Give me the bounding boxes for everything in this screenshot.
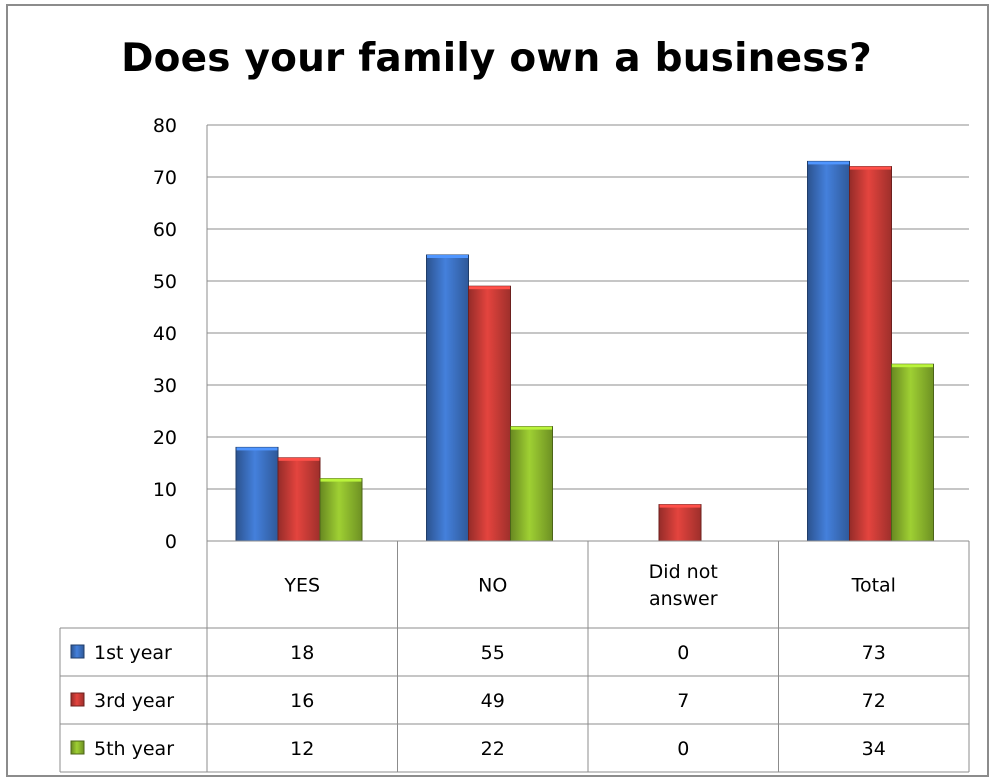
table-cell-value: 0 bbox=[677, 738, 689, 760]
y-tick-label: 0 bbox=[165, 531, 177, 553]
bar-top-highlight bbox=[808, 161, 849, 165]
bar-3rd-year bbox=[468, 285, 511, 542]
bar-top-highlight bbox=[511, 426, 552, 430]
table-cell-value: 55 bbox=[481, 642, 505, 664]
chart-title: Does your family own a business? bbox=[121, 36, 872, 81]
bar-5th-year bbox=[510, 426, 553, 542]
legend-swatch bbox=[70, 740, 85, 755]
legend-swatch bbox=[70, 644, 85, 659]
table-cell-value: 16 bbox=[290, 690, 314, 712]
y-tick-label: 70 bbox=[153, 167, 177, 189]
table-cell-value: 34 bbox=[862, 738, 886, 760]
legend-swatch bbox=[70, 692, 85, 707]
data-table: YES NO Did not answer Total 1st year 18 55 0 73 3r… bbox=[59, 540, 970, 773]
y-axis: 0 10 20 30 40 50 60 70 80 bbox=[153, 115, 208, 553]
bars bbox=[235, 160, 934, 542]
table-cell-value: 12 bbox=[290, 738, 314, 760]
y-tick-label: 80 bbox=[153, 115, 177, 137]
category-label: YES bbox=[283, 575, 320, 597]
bar-top-highlight bbox=[427, 255, 468, 258]
bar-5th-year bbox=[319, 478, 363, 542]
bar-top-highlight bbox=[236, 447, 278, 451]
table-cell-value: 72 bbox=[862, 690, 886, 712]
category-label: NO bbox=[478, 575, 507, 597]
bar-1st-year bbox=[807, 160, 850, 542]
table-cell-value: 22 bbox=[481, 738, 505, 760]
table-cell-value: 0 bbox=[677, 642, 689, 664]
y-tick-label: 20 bbox=[153, 427, 177, 449]
legend-label: 5th year bbox=[94, 738, 174, 760]
bar-top-highlight bbox=[892, 364, 933, 368]
bar-top-highlight bbox=[469, 286, 510, 290]
bar-top-highlight bbox=[320, 478, 362, 482]
bar-top-highlight bbox=[850, 166, 891, 170]
y-tick-label: 50 bbox=[153, 271, 177, 293]
table-cell-value: 7 bbox=[677, 690, 689, 712]
y-tick-label: 30 bbox=[153, 375, 177, 397]
bar-3rd-year bbox=[277, 457, 321, 542]
bar-1st-year bbox=[426, 254, 469, 542]
bar-top-highlight bbox=[278, 457, 320, 461]
bar-top-highlight bbox=[659, 504, 701, 508]
bar-1st-year bbox=[235, 446, 279, 542]
legend-label: 3rd year bbox=[94, 690, 174, 712]
legend-label: 1st year bbox=[94, 642, 172, 664]
table-cell-value: 73 bbox=[862, 642, 886, 664]
bar-5th-year bbox=[891, 363, 934, 542]
bar-3rd-year bbox=[849, 166, 892, 542]
y-tick-label: 10 bbox=[153, 479, 177, 501]
y-tick-label: 60 bbox=[153, 219, 177, 241]
category-label: Did not answer bbox=[649, 561, 718, 610]
bar-3rd-year bbox=[658, 504, 702, 542]
category-label: Total bbox=[851, 575, 896, 597]
table-cell-value: 49 bbox=[481, 690, 505, 712]
table-cell-value: 18 bbox=[290, 642, 314, 664]
y-tick-label: 40 bbox=[153, 323, 177, 345]
